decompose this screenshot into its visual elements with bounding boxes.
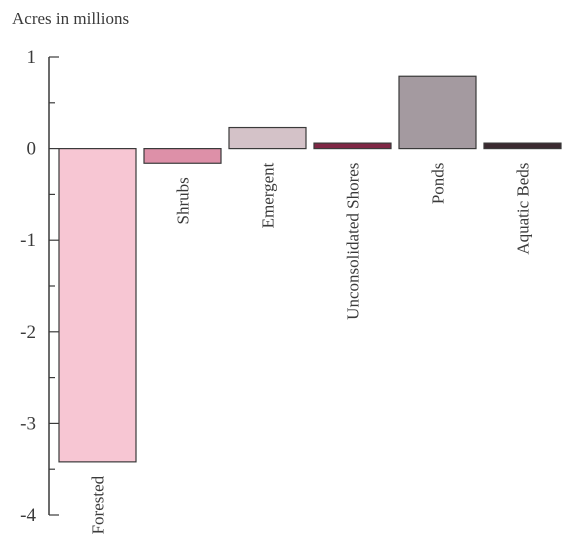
bars	[58, 75, 562, 463]
category-label: Forested	[89, 475, 108, 534]
y-tick-label: 1	[27, 47, 37, 68]
y-axis-label: Acres in millions	[12, 9, 129, 28]
bar	[398, 75, 477, 150]
bar	[483, 142, 562, 150]
bar	[143, 148, 222, 164]
category-label: Ponds	[429, 163, 448, 205]
y-tick-label: 0	[27, 139, 37, 160]
category-label: Shrubs	[174, 177, 193, 224]
category-label: Emergent	[259, 162, 278, 228]
category-label: Aquatic Beds	[514, 163, 533, 255]
bar	[228, 126, 307, 150]
category-labels: Forested Shrubs Emergent Unconsolidated Sho…	[89, 162, 533, 534]
y-tick-label: -3	[20, 413, 36, 434]
category-label: Unconsolidated Shores	[344, 163, 363, 320]
bar	[58, 148, 137, 463]
y-tick-label: -4	[20, 505, 36, 526]
bar	[313, 142, 392, 150]
y-tick-label: -2	[20, 322, 36, 343]
y-tick-label: -1	[20, 230, 36, 251]
y-axis-ticks: 1 0 -1 -2 -3 -4	[20, 47, 59, 526]
